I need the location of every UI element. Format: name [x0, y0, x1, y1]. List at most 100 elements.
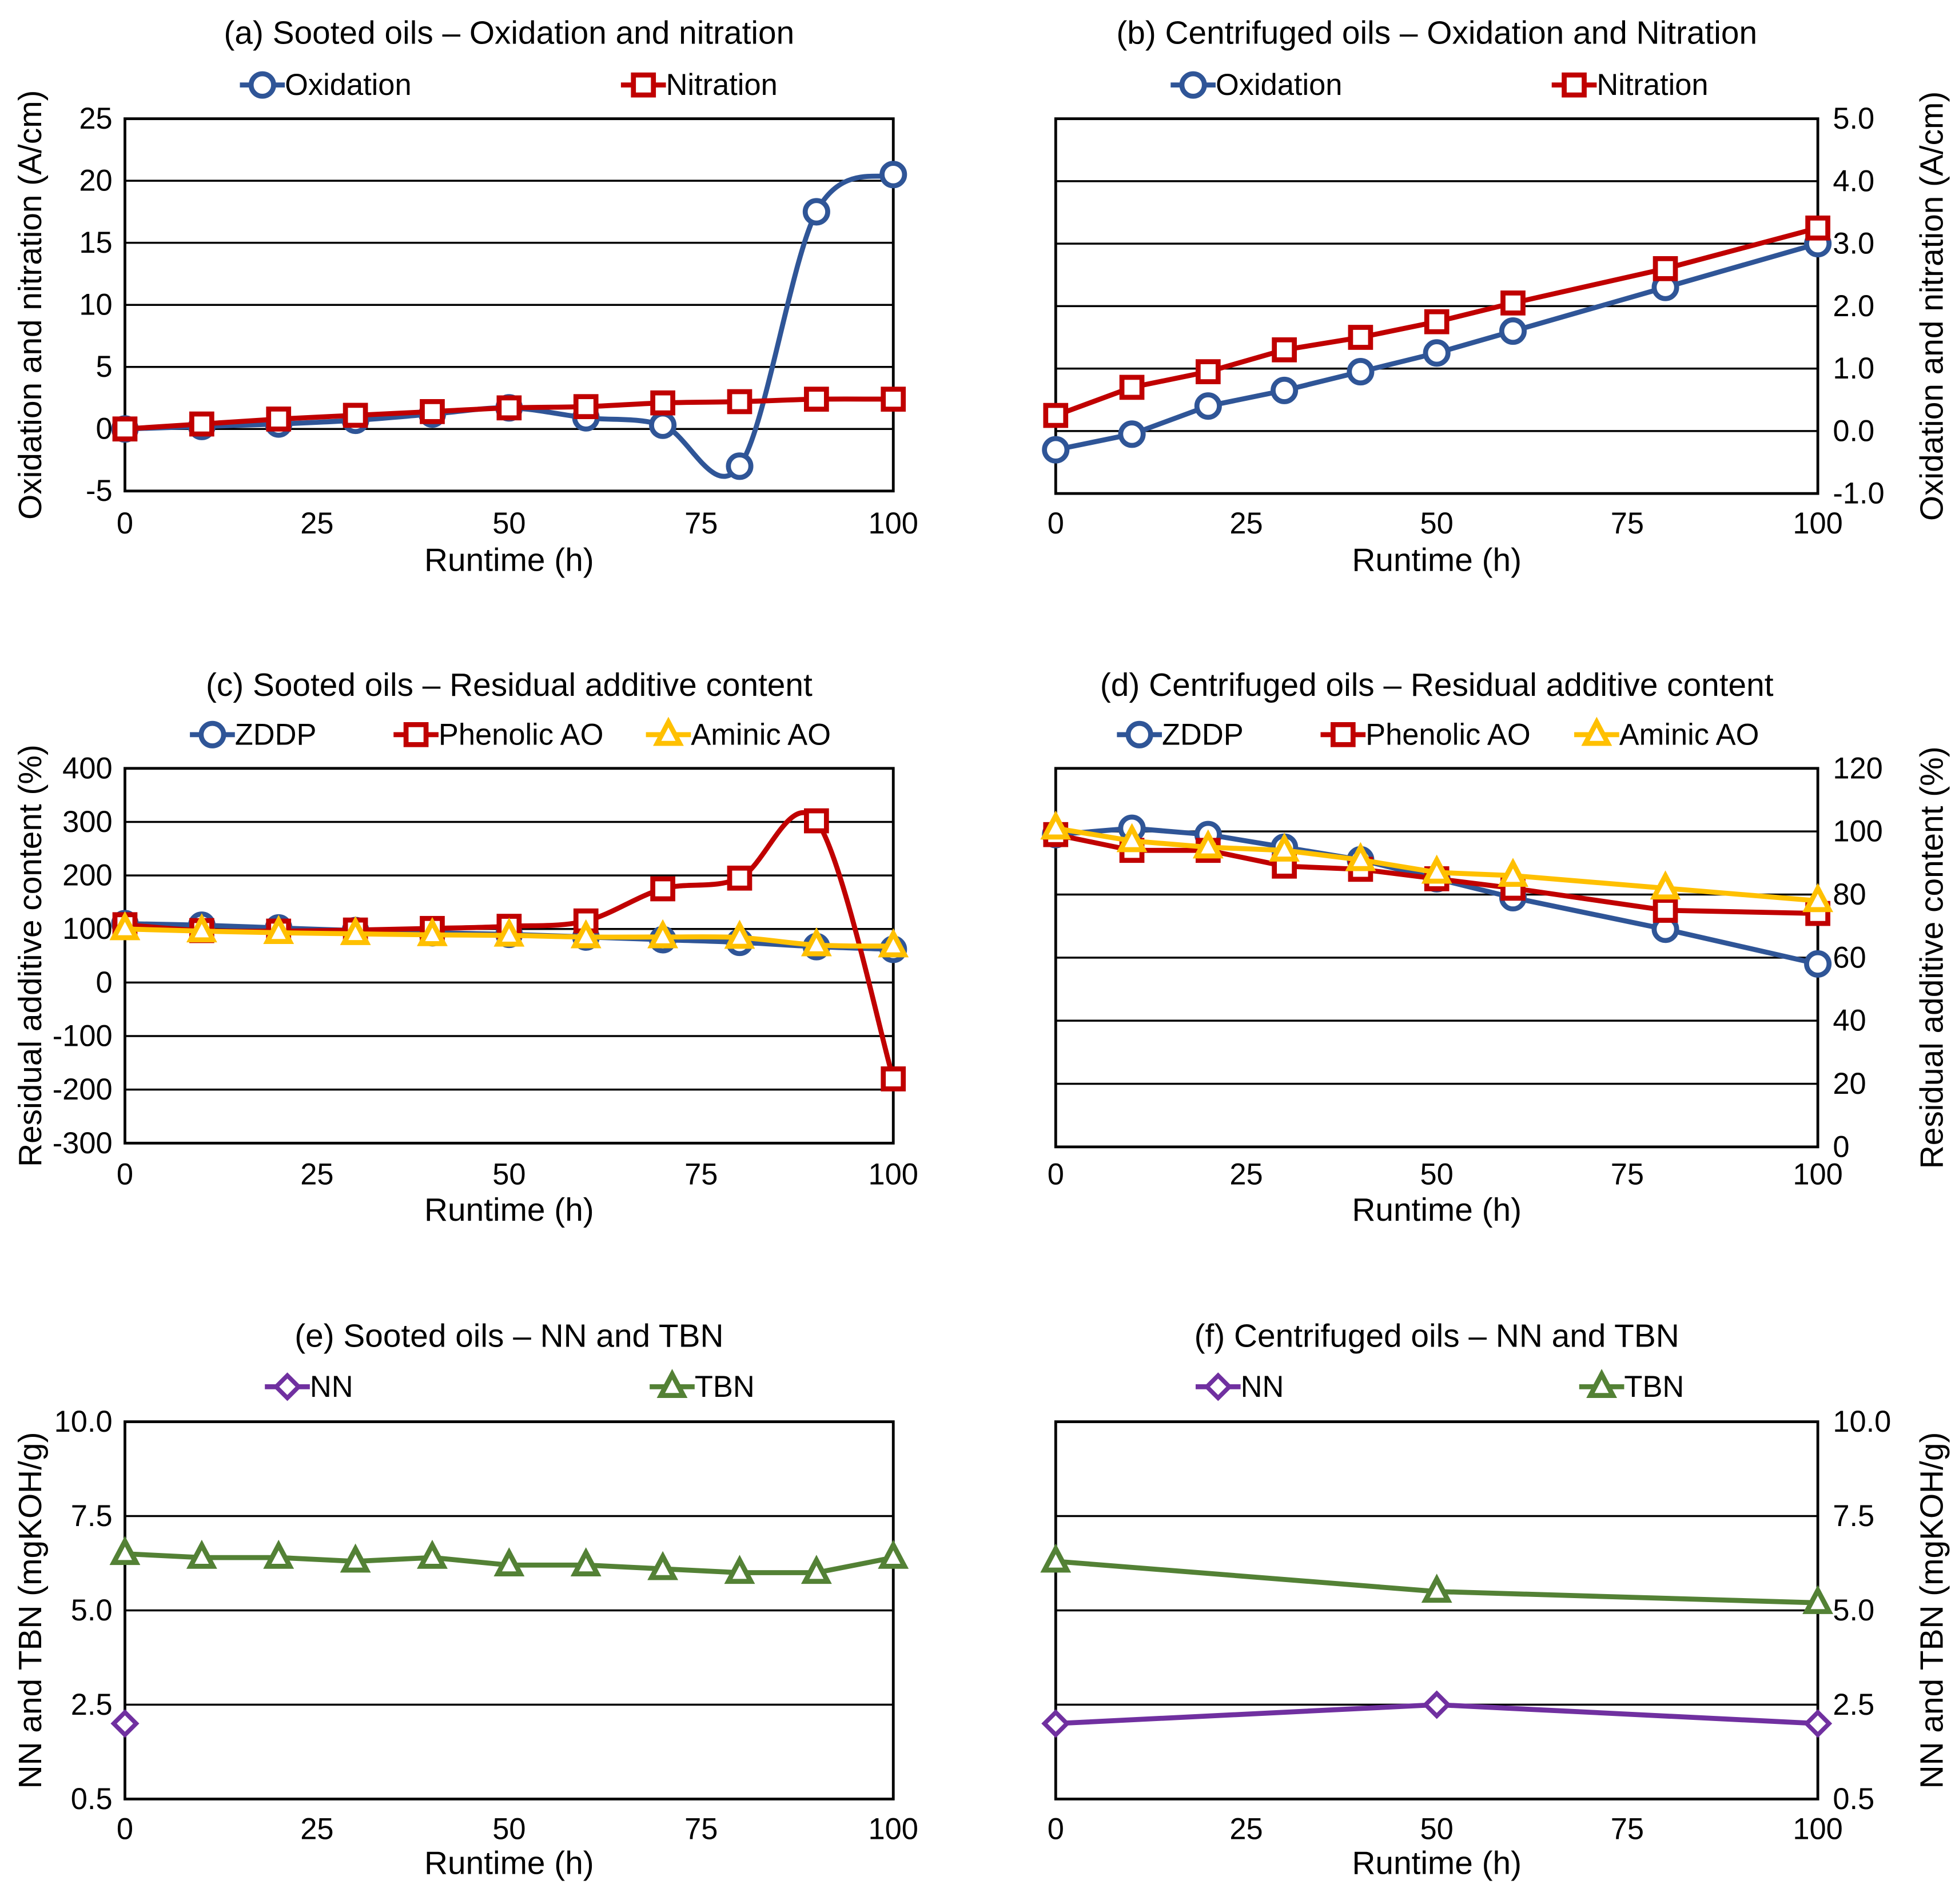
data-point	[724, 919, 755, 949]
x-tick-label: 25	[1229, 507, 1263, 540]
x-axis-label: Runtime (h)	[1352, 1845, 1522, 1881]
x-tick-label: 100	[1793, 1158, 1842, 1191]
plot-frame	[1054, 117, 1819, 495]
legend-marker	[656, 1369, 688, 1399]
y-tick-label: 300	[62, 806, 112, 839]
legend-label: TBN	[695, 1371, 755, 1404]
data-point	[878, 928, 909, 958]
legend-label: NN	[310, 1371, 353, 1404]
data-point	[650, 876, 675, 902]
data-point	[417, 917, 448, 946]
legend-label: NN	[1241, 1371, 1284, 1404]
data-point	[881, 387, 906, 412]
data-point	[186, 913, 217, 943]
y-tick-label: 200	[62, 859, 112, 893]
data-point	[1119, 375, 1145, 400]
data-point	[189, 411, 214, 437]
y-tick-label: -300	[53, 1127, 113, 1160]
data-point	[417, 1539, 448, 1569]
chart-f: 0.5 2.5 5.0 7.5 10.0 0 25 50 75 100 Runtime (h) NN …	[1040, 1318, 1950, 1881]
chart-d: 0 20 40 60 80 100 120 0 25 50 75 100 Runtime (h) Resi…	[1040, 667, 1950, 1228]
data-point	[1421, 854, 1452, 884]
data-point	[573, 394, 599, 420]
data-point	[263, 915, 294, 944]
legend-marker	[248, 71, 276, 99]
y-tick-label: 100	[62, 913, 112, 946]
x-tick-label: 100	[1793, 507, 1842, 540]
legend-marker	[1125, 720, 1153, 748]
legend-marker	[403, 722, 429, 747]
x-tick-label: 50	[492, 1158, 525, 1191]
data-point	[1194, 392, 1222, 420]
data-point	[1803, 1709, 1833, 1738]
y-tick-label: 5.0	[1833, 1594, 1874, 1627]
chart-title: (d) Centrifuged oils – Residual additive…	[1100, 667, 1774, 703]
chart-title: (c) Sooted oils – Residual additive cont…	[206, 667, 813, 703]
x-axis-label: Runtime (h)	[1352, 543, 1522, 579]
y-tick-label: 0	[1833, 1130, 1849, 1164]
data-point	[570, 1547, 602, 1576]
data-point	[266, 407, 292, 432]
data-point	[879, 161, 907, 189]
x-tick-label: 25	[300, 1158, 333, 1191]
x-tick-label: 75	[684, 1813, 718, 1846]
data-point	[881, 1066, 906, 1092]
y-tick-label: 10.0	[1833, 1405, 1891, 1439]
data-point	[1345, 842, 1376, 871]
y-tick-label: 5.0	[1833, 102, 1874, 136]
legend-marker	[198, 720, 226, 748]
x-tick-label: 100	[1793, 1813, 1842, 1846]
data-point	[1653, 256, 1678, 281]
legend-label: Nitration	[1596, 69, 1708, 102]
y-axis-label: Oxidation and nitration (A/cm)	[1914, 91, 1950, 521]
y-axis-label: NN and TBN (mgKOH/g)	[13, 1432, 49, 1789]
y-tick-label: -100	[53, 1019, 113, 1053]
legend-marker	[1204, 1372, 1233, 1401]
legend-label: Nitration	[666, 69, 778, 102]
y-tick-label: 20	[1833, 1067, 1866, 1101]
x-tick-label: 0	[117, 1813, 133, 1846]
plot-frame	[124, 767, 895, 1145]
x-tick-label: 75	[1611, 507, 1644, 540]
x-tick-label: 50	[1420, 507, 1454, 540]
data-point	[1805, 215, 1830, 241]
x-tick-label: 25	[1229, 1813, 1263, 1846]
data-point	[1272, 337, 1297, 363]
data-point	[340, 915, 371, 945]
y-tick-label: -200	[53, 1073, 113, 1106]
legend-entry: ZDDP	[1117, 718, 1244, 751]
series-nitration	[1043, 215, 1830, 428]
chart-title: (b) Centrifuged oils – Oxidation and Nit…	[1116, 15, 1757, 51]
x-tick-label: 75	[684, 1158, 718, 1191]
y-tick-label: 1.0	[1833, 352, 1874, 385]
y-tick-label: 40	[1833, 1005, 1866, 1038]
legend-marker	[1586, 1369, 1618, 1399]
data-point	[1043, 403, 1069, 428]
legend-label: ZDDP	[1162, 718, 1244, 751]
data-point	[1041, 1709, 1070, 1738]
x-axis-label: Runtime (h)	[424, 1192, 594, 1228]
y-tick-label: 0	[95, 413, 112, 446]
series-oxidation	[111, 161, 907, 480]
legend-label: Oxidation	[1216, 69, 1342, 102]
data-point	[1042, 436, 1070, 464]
legend-marker	[653, 716, 684, 746]
y-tick-label: 7.5	[1833, 1500, 1874, 1533]
chart-e: 0.5 2.5 5.0 7.5 10.0 0 25 50 75 100 Runtime (h) NN …	[13, 1318, 918, 1881]
y-tick-label: 5.0	[71, 1594, 113, 1627]
y-axis-label: NN and TBN (mgKOH/g)	[1914, 1432, 1950, 1789]
series-nitration	[112, 387, 906, 442]
y-tick-label: 10.0	[54, 1405, 113, 1439]
data-point	[1348, 325, 1373, 350]
data-point	[1040, 1543, 1072, 1573]
data-point	[802, 198, 830, 226]
x-tick-label: 25	[1229, 1158, 1263, 1191]
y-tick-label: 0.5	[71, 1783, 113, 1816]
y-tick-label: 400	[62, 752, 112, 785]
data-point	[1116, 823, 1148, 853]
data-point	[727, 865, 752, 891]
plot-frame	[124, 1420, 895, 1801]
y-tick-label: 10	[79, 289, 112, 322]
x-tick-label: 0	[1048, 1813, 1064, 1846]
